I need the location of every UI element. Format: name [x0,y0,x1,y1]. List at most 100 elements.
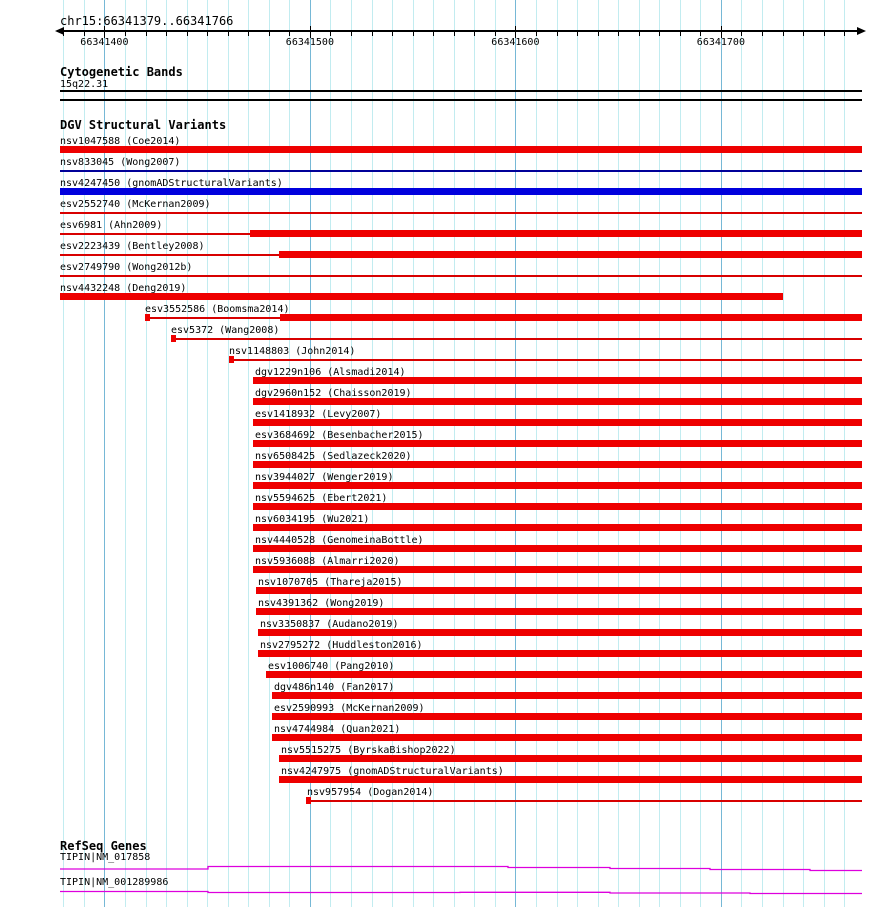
variant-bar[interactable] [253,503,862,510]
gridline-major [515,0,517,907]
gridline-major [720,0,722,907]
ruler-tick [762,32,763,36]
variant-bar[interactable] [250,230,862,237]
gridline-minor [227,0,229,907]
variant-label[interactable]: nsv4247450 (gnomADStructuralVariants) [60,178,283,189]
gene-label[interactable]: TIPIN|NM_017858 [60,852,151,863]
variant-label[interactable]: esv2590993 (McKernan2009) [274,703,425,714]
variant-bar[interactable] [256,587,862,594]
ruler-arrow-right-icon [857,27,866,35]
variant-label[interactable]: nsv4432248 (Deng2019) [60,283,187,294]
gridline-minor [494,0,496,907]
variant-bar[interactable] [253,419,862,426]
ruler-tick [535,32,537,36]
gridline-minor [124,0,126,907]
ruler-tick [392,32,394,36]
variant-bar[interactable] [60,170,862,172]
gridline-minor [556,0,558,907]
variant-label[interactable]: nsv2795272 (Huddleston2016) [260,640,423,651]
variant-label[interactable]: nsv3350837 (Audano2019) [260,619,399,630]
variant-label[interactable]: esv1006740 (Pang2010) [268,661,395,672]
gridline-minor [803,0,805,907]
variant-label[interactable]: esv5372 (Wang2008) [171,325,280,336]
variant-bar[interactable] [272,692,862,699]
variant-bar[interactable] [266,671,862,678]
variant-bar[interactable] [253,440,862,447]
variant-label[interactable]: esv2552740 (McKernan2009) [60,199,211,210]
variant-label[interactable]: nsv833045 (Wong2007) [60,157,181,168]
variant-bar[interactable] [279,776,862,783]
variant-label[interactable]: nsv3944027 (Wenger2019) [255,472,394,483]
variant-label[interactable]: esv3684692 (Besenbacher2015) [255,430,424,441]
variant-bar[interactable] [60,293,783,300]
variant-bar[interactable] [280,314,862,321]
gridline-minor [823,0,825,907]
variant-bar[interactable] [60,146,862,153]
ruler-tick [453,32,455,36]
gridline-minor [351,0,352,907]
variant-label[interactable]: esv2749790 (Wong2012b) [60,262,193,273]
ruler-tick [494,32,496,36]
variant-label[interactable]: nsv4391362 (Wong2019) [258,598,385,609]
variant-label[interactable]: nsv1070705 (Thareja2015) [258,577,403,588]
ruler-tick [474,32,476,36]
gene-label[interactable]: TIPIN|NM_001289986 [60,877,169,888]
variant-label[interactable]: nsv4247975 (gnomADStructuralVariants) [281,766,504,777]
ruler-tick-label: 66341400 [80,37,129,48]
variant-bar[interactable] [279,755,862,762]
variant-bar[interactable] [279,251,862,258]
variant-label[interactable]: esv3552586 (Boomsma2014) [145,304,290,315]
gridline-minor [844,0,846,907]
variant-bar[interactable] [253,461,862,468]
variant-label[interactable]: esv1418932 (Levy2007) [255,409,382,420]
variant-bar[interactable] [60,275,862,277]
variant-bar[interactable] [253,482,862,489]
variant-label[interactable]: dgv2960n152 (Chaisson2019) [255,388,412,399]
variant-bar[interactable] [253,545,862,552]
variant-label[interactable]: nsv6034195 (Wu2021) [255,514,370,525]
variant-bar[interactable] [150,317,280,319]
ruler-tick [782,32,784,36]
variant-bar[interactable] [258,629,862,636]
gridline-minor [433,0,435,907]
variant-bar[interactable] [272,713,862,720]
variant-bar[interactable] [60,188,862,195]
gridline-minor [289,0,291,907]
gridline-minor [330,0,332,907]
variant-bar[interactable] [234,359,862,361]
variant-bar[interactable] [258,650,862,657]
variant-bar[interactable] [176,338,862,340]
variant-label[interactable]: nsv5594625 (Ebert2021) [255,493,388,504]
variant-bar[interactable] [253,524,862,531]
variant-bar[interactable] [253,566,862,573]
variant-label[interactable]: dgv1229n106 (Alsmadi2014) [255,367,406,378]
variant-label[interactable]: nsv6508425 (Sedlazeck2020) [255,451,412,462]
variant-label[interactable]: nsv1047588 (Coe2014) [60,136,181,147]
variant-label[interactable]: nsv5515275 (ByrskaBishop2022) [281,745,456,756]
gridline-minor [762,0,763,907]
variant-bar[interactable] [60,254,279,256]
variant-bar[interactable] [60,212,862,214]
variant-label[interactable]: nsv4744984 (Quan2021) [274,724,401,735]
ruler-tick [330,32,332,36]
cytoband-bar-bottom [60,98,862,101]
ruler-tick [124,32,126,36]
variant-label[interactable]: nsv957954 (Dogan2014) [307,787,434,798]
variant-label[interactable]: nsv1148803 (John2014) [229,346,356,357]
variant-label[interactable]: nsv5936088 (Almarri2020) [255,556,400,567]
variant-bar[interactable] [272,734,862,741]
variant-bar[interactable] [311,800,862,802]
ruler-tick [145,32,147,36]
variant-label[interactable]: nsv4440528 (GenomeinaBottle) [255,535,424,546]
gridline-minor [741,0,743,907]
variant-bar[interactable] [256,608,862,615]
gridline-minor [268,0,270,907]
cytoband-label: 15q22.31 [60,79,109,90]
variant-bar[interactable] [253,377,862,384]
variant-bar[interactable] [253,398,862,405]
variant-bar[interactable] [60,233,250,235]
ruler-tick [186,32,188,36]
variant-label[interactable]: dgv486n140 (Fan2017) [274,682,395,693]
variant-label[interactable]: esv2223439 (Bentley2008) [60,241,205,252]
variant-label[interactable]: esv6981 (Ahn2009) [60,220,163,231]
